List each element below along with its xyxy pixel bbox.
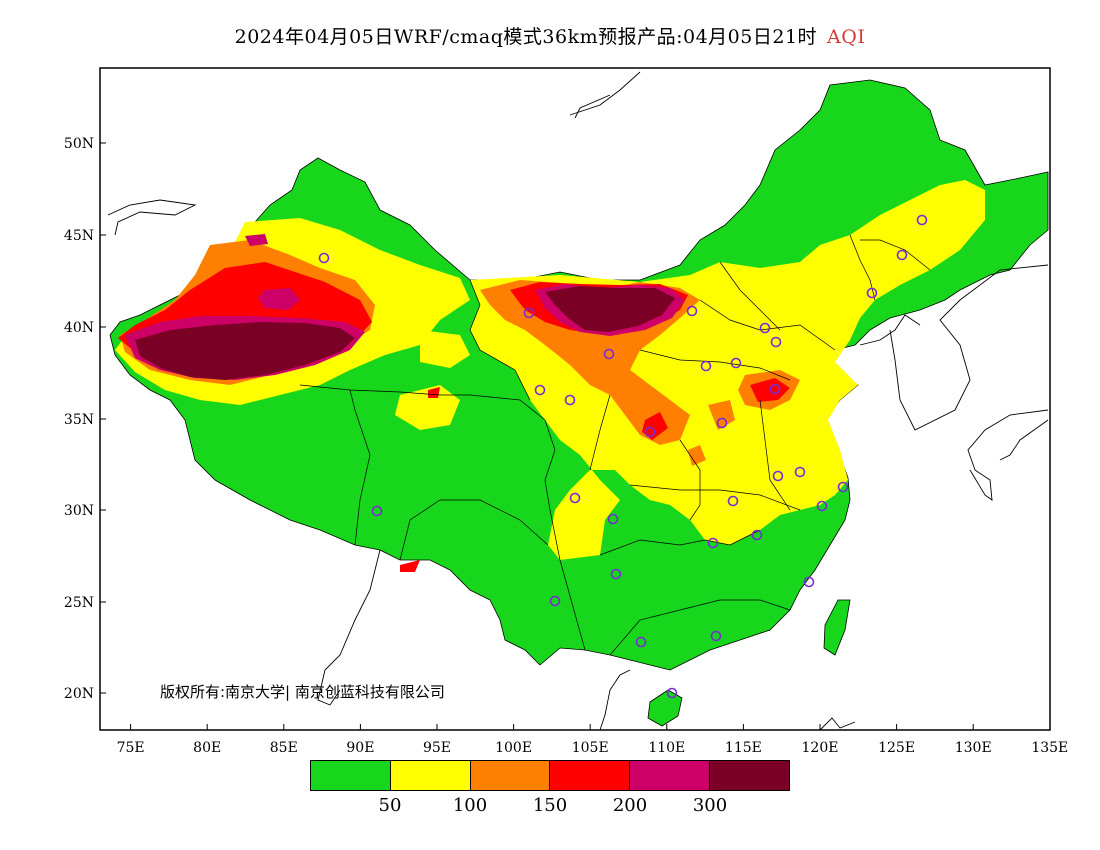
city-markers <box>318 214 928 699</box>
city-marker <box>318 252 330 264</box>
title-main: 2024年04月05日WRF/cmaq模式36km预报产品:04月05日21时 <box>234 26 818 48</box>
city-marker <box>534 384 546 396</box>
city-marker <box>866 287 878 299</box>
city-marker <box>710 630 722 642</box>
city-marker <box>803 576 815 588</box>
city-marker <box>700 360 712 372</box>
x-tick-label: 105E <box>572 740 609 756</box>
legend-swatch-sensitive <box>470 761 551 790</box>
legend-label: 100 <box>452 795 488 816</box>
land-taiwan <box>823 599 851 656</box>
legend-swatch-good <box>311 761 391 790</box>
aqi-maroon <box>135 286 675 380</box>
x-tick-label: 95E <box>423 740 451 756</box>
city-marker <box>569 492 581 504</box>
y-tick-label: 20N <box>64 686 94 702</box>
city-marker <box>759 322 771 334</box>
legend-swatch-moderate <box>390 761 471 790</box>
y-tick-label: 30N <box>64 503 94 519</box>
city-marker <box>730 357 742 369</box>
legend-swatch-hazardous <box>710 761 789 790</box>
city-marker <box>523 307 535 319</box>
x-tick-label: 80E <box>193 740 221 756</box>
x-tick-label: 120E <box>802 740 839 756</box>
y-tick-labels: 50N 45N 40N 35N 30N 25N 20N <box>64 136 94 702</box>
city-marker <box>686 305 698 317</box>
city-marker <box>666 687 678 699</box>
city-marker <box>916 214 928 226</box>
city-marker <box>610 568 622 580</box>
city-marker <box>727 495 739 507</box>
legend-label: 50 <box>378 795 402 816</box>
y-tick-label: 50N <box>64 136 94 152</box>
city-marker <box>794 466 806 478</box>
x-tick-label: 115E <box>725 740 762 756</box>
city-marker <box>371 505 383 517</box>
y-tick-label: 40N <box>64 320 94 336</box>
city-marker <box>607 513 619 525</box>
city-marker <box>707 537 719 549</box>
legend-label: 150 <box>532 795 568 816</box>
x-tick-label: 125E <box>878 740 915 756</box>
city-marker <box>644 426 656 438</box>
y-tick-label: 35N <box>64 412 94 428</box>
china-land <box>107 71 1049 731</box>
x-tick-label: 110E <box>648 740 685 756</box>
city-marker <box>772 470 784 482</box>
province-borders <box>299 234 931 656</box>
x-tick-label: 135E <box>1031 740 1068 756</box>
city-marker <box>603 348 615 360</box>
city-marker <box>837 481 849 493</box>
coastlines <box>107 71 1049 731</box>
y-tick-label: 25N <box>64 595 94 611</box>
legend-label: 200 <box>612 795 648 816</box>
city-marker <box>896 249 908 261</box>
y-tick-marks <box>100 142 106 694</box>
y-tick-label: 45N <box>64 228 94 244</box>
color-legend <box>310 760 790 791</box>
x-tick-marks <box>130 724 974 730</box>
city-marker <box>635 636 647 648</box>
x-tick-label: 130E <box>955 740 992 756</box>
x-tick-label: 90E <box>346 740 374 756</box>
x-tick-labels: 75E 80E 85E 90E 95E 100E 105E 110E 115E … <box>117 740 1069 756</box>
city-marker <box>770 336 782 348</box>
x-tick-label: 75E <box>117 740 145 756</box>
city-marker <box>816 500 828 512</box>
legend-label: 300 <box>692 795 728 816</box>
city-marker <box>564 394 576 406</box>
legend-swatch-unhealthy <box>550 761 631 790</box>
city-marker <box>769 383 781 395</box>
title-variable: AQI <box>827 26 866 48</box>
x-tick-label: 85E <box>270 740 298 756</box>
city-marker <box>549 595 561 607</box>
city-marker <box>716 417 728 429</box>
x-tick-label: 100E <box>495 740 532 756</box>
legend-swatch-very-unhealthy <box>630 761 711 790</box>
copyright-notice: 版权所有:南京大学| 南京创蓝科技有限公司 <box>160 683 445 701</box>
map-title: 2024年04月05日WRF/cmaq模式36km预报产品:04月05日21时 A… <box>0 22 1100 49</box>
city-marker <box>751 529 763 541</box>
